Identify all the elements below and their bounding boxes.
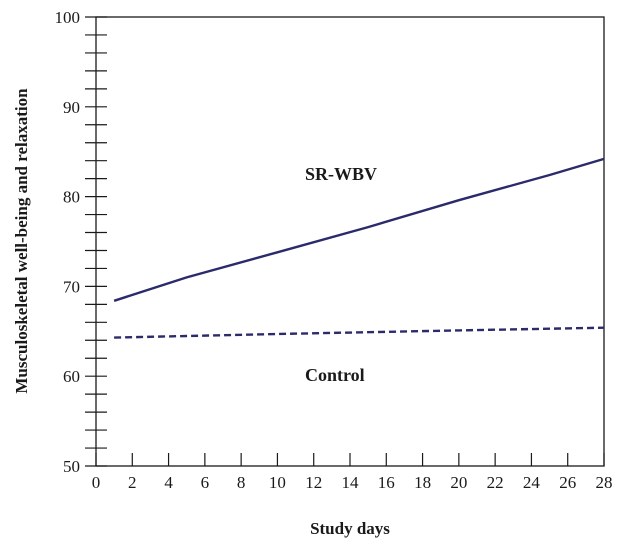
- x-tick-label: 16: [378, 473, 395, 492]
- x-tick-label: 8: [237, 473, 246, 492]
- y-tick-label: 50: [63, 457, 80, 476]
- x-tick-label: 0: [92, 473, 101, 492]
- y-tick-label: 80: [63, 188, 80, 207]
- x-tick-label: 10: [269, 473, 286, 492]
- y-tick-label: 90: [63, 98, 80, 117]
- x-tick-label: 24: [523, 473, 541, 492]
- series-label-control: Control: [305, 365, 365, 385]
- x-tick-label: 12: [305, 473, 322, 492]
- x-tick-label: 2: [128, 473, 137, 492]
- y-axis-title: Musculoskeletal well-being and relaxatio…: [12, 88, 31, 394]
- plot-frame: [95, 16, 605, 467]
- y-tick-label: 70: [63, 277, 80, 296]
- x-tick-label: 14: [342, 473, 360, 492]
- x-tick-label: 4: [164, 473, 173, 492]
- series-label-sr-wbv: SR-WBV: [305, 164, 377, 184]
- x-tick-label: 28: [596, 473, 613, 492]
- x-axis-title: Study days: [310, 519, 390, 538]
- series-lines: [113, 157, 605, 339]
- x-tick-label: 18: [414, 473, 431, 492]
- x-tick-label: 20: [450, 473, 467, 492]
- x-tick-label: 26: [559, 473, 576, 492]
- y-tick-label: 100: [55, 8, 81, 27]
- x-tick-label: 6: [201, 473, 210, 492]
- series-line-sr-wbv: [113, 157, 605, 302]
- y-tick-label: 60: [63, 367, 80, 386]
- x-tick-label: 22: [487, 473, 504, 492]
- series-line-control: [114, 326, 605, 339]
